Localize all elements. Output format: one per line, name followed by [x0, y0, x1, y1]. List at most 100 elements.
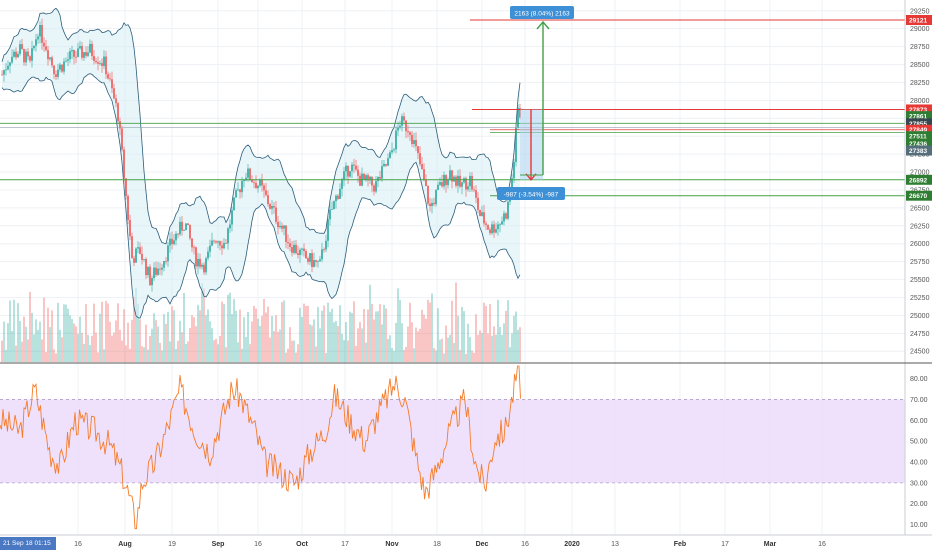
candle-body — [161, 267, 163, 270]
price-tag — [906, 131, 932, 142]
volume-bar — [139, 319, 141, 362]
candle-body — [89, 43, 91, 53]
volume-bar — [249, 344, 251, 362]
volume-bar — [391, 348, 393, 362]
volume-bar — [49, 327, 51, 362]
candle-body — [39, 25, 41, 37]
candle-body — [477, 197, 479, 210]
volume-bar — [27, 339, 29, 362]
volume-bar — [459, 349, 461, 362]
candle-body — [301, 248, 303, 250]
candle-body — [135, 248, 137, 263]
candle-body — [351, 164, 353, 172]
candle-body — [401, 116, 403, 126]
candle-body — [225, 242, 227, 244]
candle-body — [453, 176, 455, 182]
volume-bar — [157, 326, 159, 362]
candle-body — [447, 179, 449, 186]
candle-body — [141, 253, 143, 260]
volume-bar — [217, 344, 219, 362]
candle-body — [373, 185, 375, 192]
volume-bar — [79, 316, 81, 362]
candle-body — [253, 182, 255, 184]
volume-bar — [313, 319, 315, 362]
price-tag — [906, 145, 932, 156]
candle-body — [323, 249, 325, 251]
candle-body — [289, 243, 291, 248]
volume-bar — [101, 301, 103, 362]
volume-bar — [415, 327, 417, 362]
candle-body — [475, 190, 477, 198]
candle-body — [271, 206, 273, 209]
volume-bar — [451, 300, 453, 362]
candle-body — [501, 221, 503, 225]
candle-body — [353, 164, 355, 166]
candle-body — [489, 229, 491, 234]
volume-bar — [511, 333, 513, 362]
candle-body — [269, 204, 271, 209]
candle-body — [297, 253, 299, 255]
volume-bar — [467, 323, 469, 362]
volume-bar — [337, 325, 339, 362]
volume-bar — [207, 309, 209, 362]
volume-bar — [387, 339, 389, 362]
volume-bar — [307, 305, 309, 362]
candle-body — [249, 168, 251, 181]
volume-bar — [149, 335, 151, 362]
candle-body — [99, 63, 101, 65]
candle-body — [229, 224, 231, 229]
volume-bar — [509, 347, 511, 362]
time-tick-label: Mar — [764, 541, 777, 548]
volume-bar — [17, 303, 19, 362]
volume-bar — [173, 310, 175, 362]
candle-body — [511, 178, 513, 193]
candle-body — [143, 259, 145, 260]
volume-bar — [455, 282, 457, 362]
volume-bar — [33, 334, 35, 362]
volume-bar — [271, 315, 273, 362]
volume-bar — [241, 348, 243, 362]
price-tick-label: 24500 — [910, 349, 930, 356]
volume-bar — [257, 318, 259, 362]
volume-bar — [223, 303, 225, 362]
candle-body — [349, 171, 351, 177]
candle-body — [461, 182, 463, 187]
volume-bar — [135, 287, 137, 362]
volume-bar — [329, 311, 331, 362]
volume-bar — [287, 348, 289, 362]
volume-bar — [203, 288, 205, 362]
volume-bar — [193, 317, 195, 362]
candle-body — [455, 176, 457, 186]
candle-body — [31, 48, 33, 61]
volume-bar — [189, 327, 191, 362]
time-tick-label: Sep — [212, 541, 225, 548]
volume-bar — [107, 303, 109, 362]
volume-bar — [111, 335, 113, 362]
time-tick-label: 19 — [168, 541, 176, 548]
volume-bar — [29, 291, 31, 362]
volume-bar — [345, 322, 347, 362]
volume-bar — [405, 346, 407, 362]
volume-bar — [109, 321, 111, 362]
volume-bar — [471, 350, 473, 362]
price-tag-label: 27436 — [909, 141, 927, 148]
volume-bar — [401, 323, 403, 362]
candle-body — [37, 36, 39, 40]
volume-bar — [437, 308, 439, 362]
volume-bar — [151, 328, 153, 362]
candle-body — [165, 260, 167, 262]
volume-bar — [47, 307, 49, 362]
candle-body — [293, 244, 295, 253]
volume-bar — [395, 322, 397, 362]
volume-bar — [7, 323, 9, 362]
candle-body — [147, 266, 149, 276]
volume-bar — [81, 332, 83, 362]
volume-bar — [215, 338, 217, 362]
candle-body — [145, 259, 147, 276]
volume-bar — [347, 340, 349, 362]
volume-bar — [333, 322, 335, 362]
candle-body — [357, 169, 359, 176]
volume-bar — [137, 303, 139, 362]
